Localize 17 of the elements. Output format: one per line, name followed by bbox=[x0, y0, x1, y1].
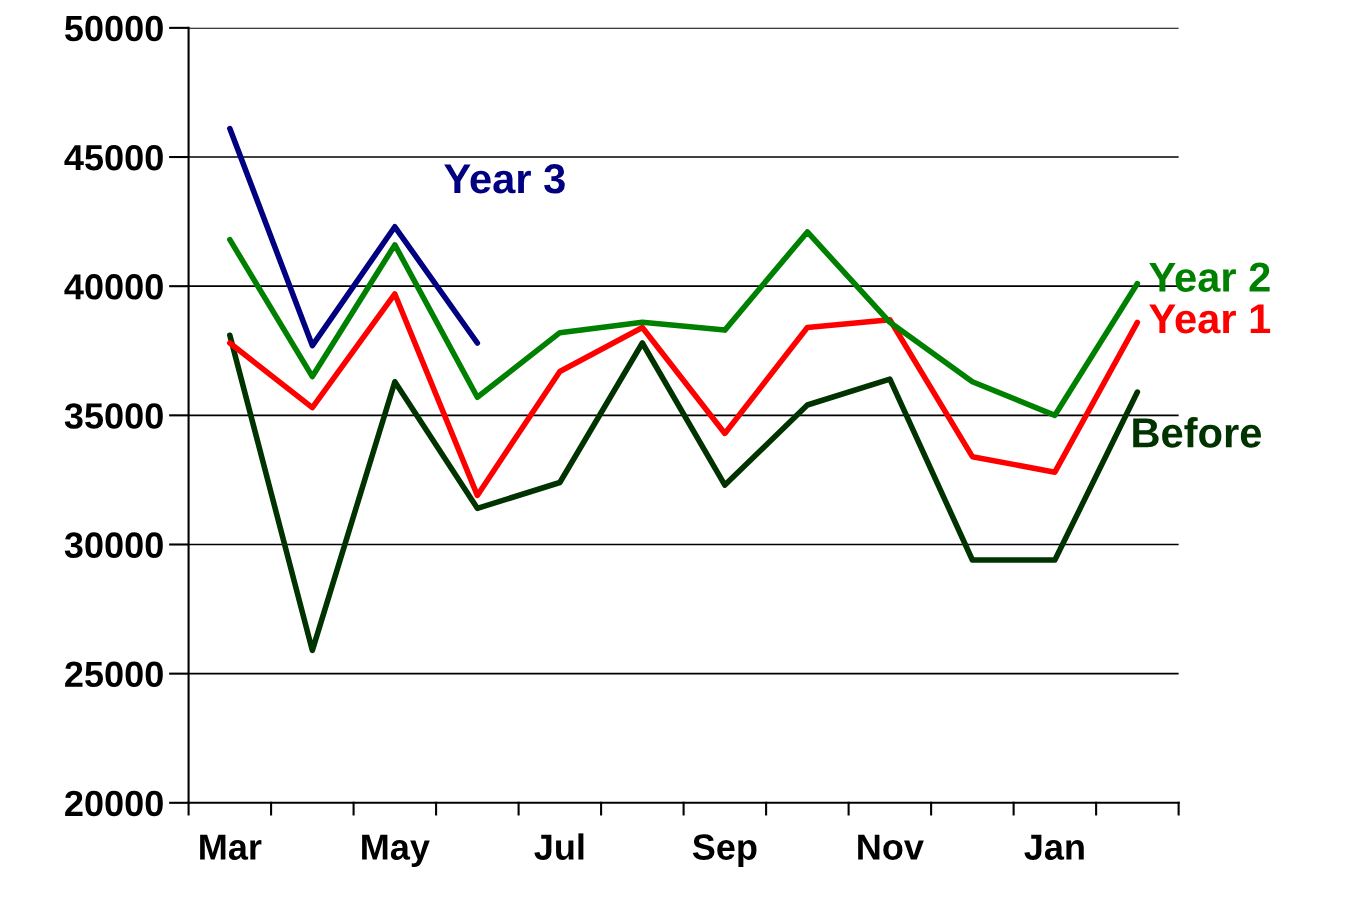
y-tick-label: 35000 bbox=[64, 403, 163, 429]
y-tick-label: 20000 bbox=[65, 790, 163, 817]
series-label: Before bbox=[1133, 417, 1261, 448]
y-tick-label: 30000 bbox=[64, 532, 163, 558]
series-label: Year 2 bbox=[1149, 262, 1270, 293]
series-label: Year 3 bbox=[444, 164, 565, 194]
x-tick-label: May bbox=[362, 834, 430, 868]
y-tick-label: 40000 bbox=[64, 274, 163, 300]
y-tick-label: 50000 bbox=[64, 15, 163, 42]
x-tick-label: Nov bbox=[858, 834, 924, 860]
series-label: Year 1 bbox=[1149, 304, 1271, 334]
y-tick-label: 45000 bbox=[64, 144, 163, 171]
y-tick-label: 25000 bbox=[65, 661, 163, 688]
x-tick-label: Sep bbox=[692, 834, 757, 868]
x-tick-label: Mar bbox=[200, 834, 262, 860]
x-tick-label: Jan bbox=[1024, 834, 1084, 860]
x-tick-label: Jul bbox=[534, 833, 584, 860]
